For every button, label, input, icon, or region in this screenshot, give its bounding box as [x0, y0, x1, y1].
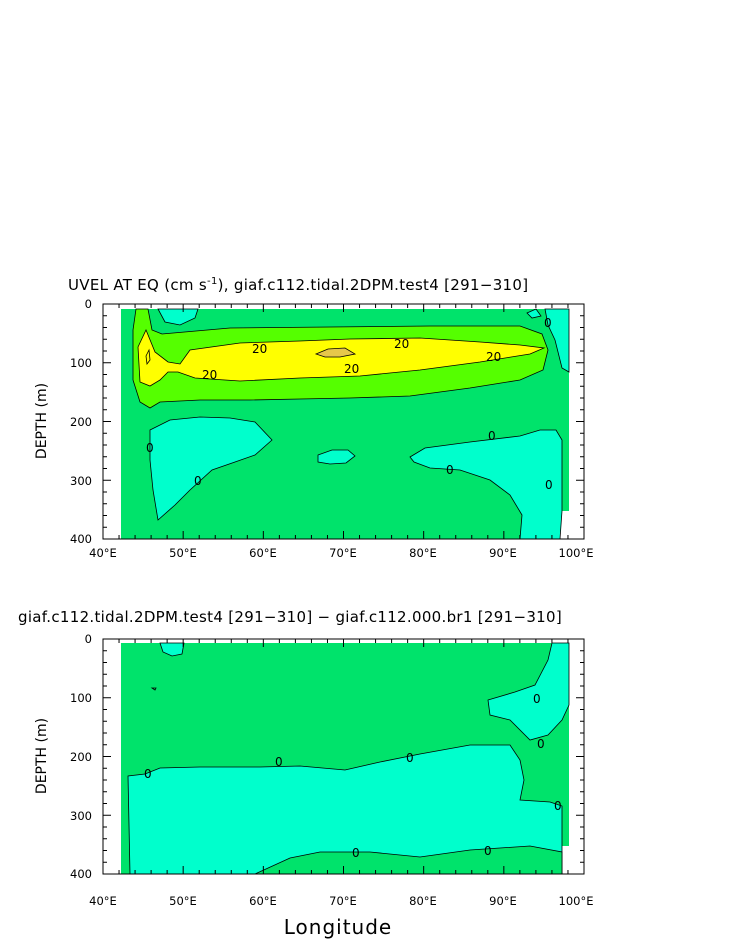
top-x-tick-label: 100°E — [559, 546, 594, 560]
top-y-tick-label: 200 — [70, 415, 92, 429]
bottom-x-tick-label: 70°E — [329, 894, 357, 908]
top-x-tick-label: 90°E — [489, 546, 517, 560]
top-y-tick-label: 0 — [85, 297, 92, 311]
top-neg-topright-a — [526, 308, 542, 319]
top-x-tick-label: 50°E — [169, 546, 197, 560]
contour-label: 0 — [488, 429, 496, 443]
top-band-20-30 — [137, 329, 546, 387]
top-title: UVEL AT EQ (cm s-1), giaf.c112.tidal.2DP… — [68, 276, 528, 294]
top-neg-topright-b — [544, 308, 570, 373]
contour-label: 0 — [275, 755, 283, 769]
bottom-axis-ticks — [102, 638, 585, 875]
top-y-tick-label: 100 — [70, 356, 92, 370]
bottom-x-tick-label: 90°E — [489, 894, 517, 908]
top-neg-left — [149, 416, 273, 521]
bottom-y-tick-label: 200 — [70, 750, 92, 764]
bottom-x-tick-label: 50°E — [169, 894, 197, 908]
bottom-y-axis-label: DEPTH (m) — [34, 718, 50, 794]
top-contour-left-loop — [145, 348, 151, 366]
bottom-neg-right — [487, 642, 570, 741]
contour-label: 0 — [484, 844, 492, 858]
bottom-contour-small-dot — [150, 687, 157, 691]
bottom-y-tick-label: 300 — [70, 809, 92, 823]
top-y-tick-label: 400 — [70, 532, 92, 546]
bottom-x-tick-label: 60°E — [249, 894, 277, 908]
contour-label: 0 — [146, 441, 154, 455]
top-panel: UVEL AT EQ (cm s-1), giaf.c112.tidal.2DP… — [34, 276, 593, 560]
contour-label: 20 — [344, 362, 359, 376]
top-y-axis-label: DEPTH (m) — [34, 383, 50, 459]
top-neg-right — [409, 429, 563, 539]
bottom-y-tick-label: 0 — [85, 632, 92, 646]
contour-label: 0 — [545, 478, 553, 492]
contour-label: 0 — [352, 846, 360, 860]
top-neg-topleft — [157, 308, 199, 326]
top-neg-middle — [317, 449, 356, 465]
contour-label: 0 — [446, 463, 454, 477]
top-axis-ticks — [102, 303, 585, 540]
top-contour-fill — [121, 308, 584, 539]
bottom-contour-fill — [121, 642, 584, 874]
top-x-tick-label: 70°E — [329, 546, 357, 560]
top-x-tick-label: 60°E — [249, 546, 277, 560]
bottom-title: giaf.c112.tidal.2DPM.test4 [291−310] − g… — [18, 608, 562, 626]
top-contour-labels: 20 20 20 20 20 0 0 0 0 0 0 — [146, 316, 553, 492]
contour-label: 20 — [394, 337, 409, 351]
contour-label: 0 — [194, 474, 202, 488]
contour-label: 0 — [533, 692, 541, 706]
bottom-x-tick-label: 100°E — [559, 894, 594, 908]
bottom-y-tick-label: 100 — [70, 691, 92, 705]
bottom-contour-labels: 0 0 0 0 0 0 0 0 — [144, 692, 562, 860]
contour-label: 20 — [252, 342, 267, 356]
bottom-x-tick-label: 40°E — [89, 894, 117, 908]
bottom-panel: giaf.c112.tidal.2DPM.test4 [291−310] − g… — [18, 608, 593, 939]
bottom-x-tick-label: 80°E — [409, 894, 437, 908]
top-x-tick-label: 80°E — [409, 546, 437, 560]
contour-label: 0 — [554, 799, 562, 813]
contour-label: 0 — [537, 737, 545, 751]
bottom-pos-lower — [254, 845, 563, 874]
contour-label: 0 — [144, 767, 152, 781]
top-x-tick-label: 40°E — [89, 546, 117, 560]
top-band-above-30 — [314, 347, 357, 358]
contour-label: 0 — [406, 751, 414, 765]
bottom-neg-main — [127, 744, 563, 874]
contour-label: 0 — [544, 316, 552, 330]
contour-label: 20 — [486, 350, 501, 364]
bottom-neg-topleft — [159, 642, 185, 657]
x-axis-label: Longitude — [284, 915, 392, 939]
top-y-tick-label: 300 — [70, 474, 92, 488]
contour-label: 20 — [202, 368, 217, 382]
bottom-y-tick-label: 400 — [70, 867, 92, 881]
